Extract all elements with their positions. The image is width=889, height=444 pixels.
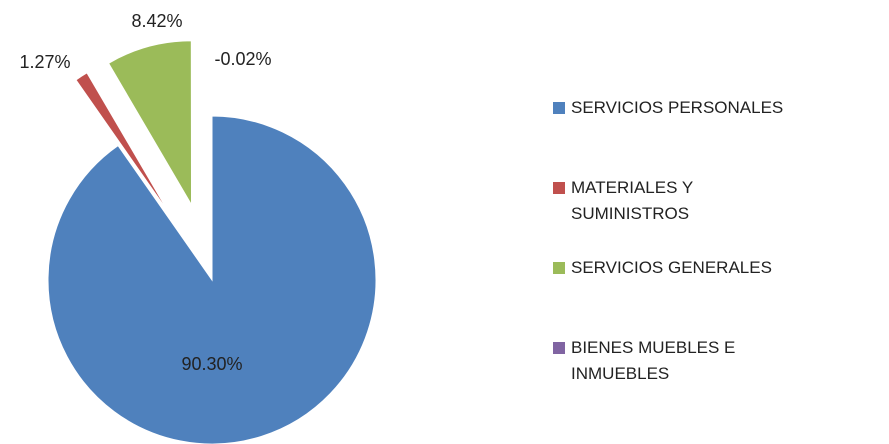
pie-slice <box>107 40 193 207</box>
data-label: 90.30% <box>181 354 242 374</box>
legend-label: SERVICIOS PERSONALES <box>571 98 784 117</box>
legend-item: MATERIALES Y SUMINISTROS <box>553 175 883 227</box>
legend-item: BIENES MUEBLES E INMUEBLES <box>553 335 883 387</box>
pie-slice <box>75 72 171 215</box>
legend-item: SERVICIOS PERSONALES <box>553 95 883 121</box>
data-label: 8.42% <box>131 11 182 31</box>
legend-label: SERVICIOS GENERALES <box>571 258 772 277</box>
data-label: 1.27% <box>19 52 70 72</box>
legend-swatch <box>553 182 565 194</box>
legend-swatch <box>553 102 565 114</box>
data-label: -0.02% <box>214 49 271 69</box>
legend-swatch <box>553 262 565 274</box>
legend-label: BIENES MUEBLES E INMUEBLES <box>571 338 736 383</box>
legend-label: MATERIALES Y SUMINISTROS <box>571 178 693 223</box>
pie-slice <box>47 115 377 444</box>
legend-item: SERVICIOS GENERALES <box>553 255 883 281</box>
legend-swatch <box>553 342 565 354</box>
